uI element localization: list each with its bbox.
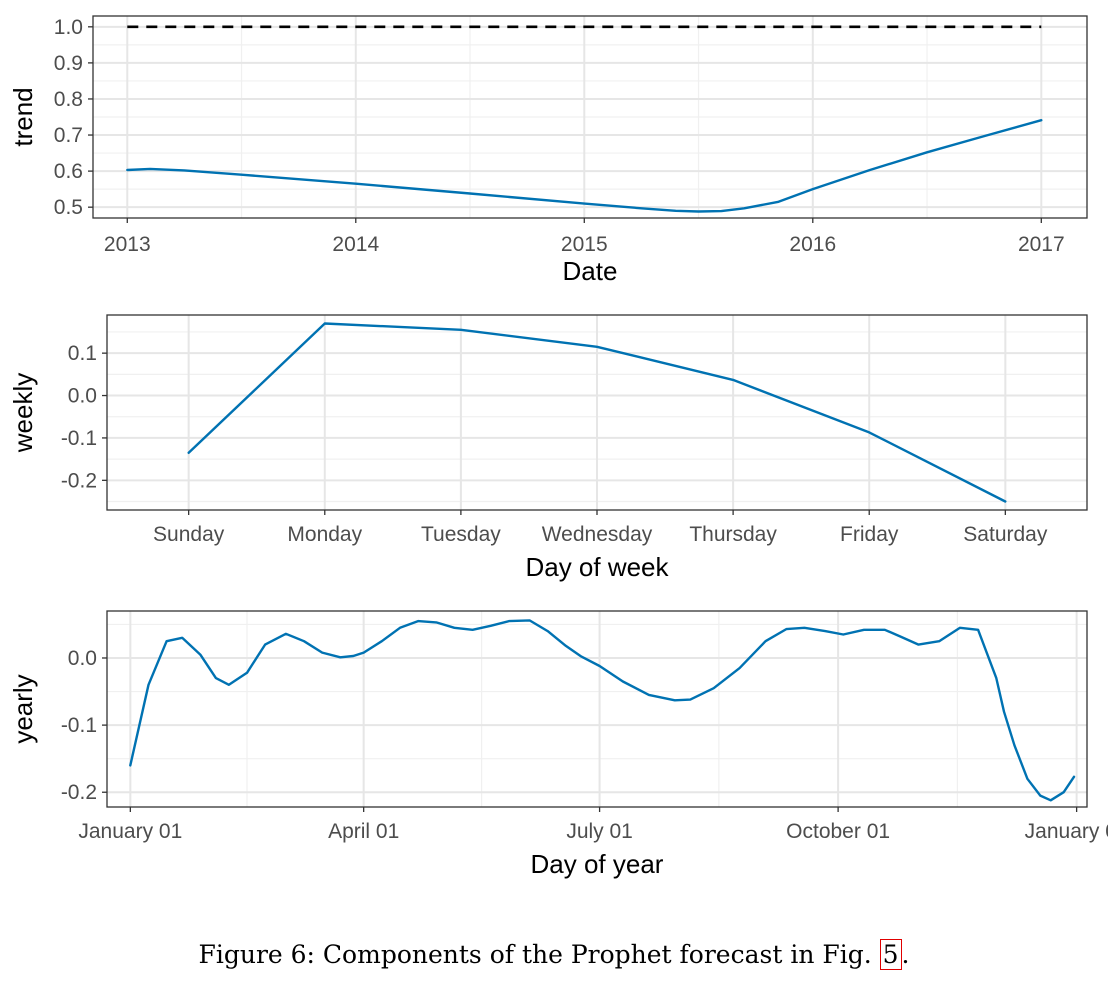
trend-y-tick-label: 0.6: [54, 160, 83, 183]
yearly-y-tick-label: 0.0: [68, 647, 97, 670]
yearly-x-tick-label: April 01: [328, 820, 399, 843]
trend-x-tick-label: 2014: [332, 233, 379, 256]
trend-series-trend: [126, 119, 1043, 213]
weekly-x-tick-label: Wednesday: [542, 523, 653, 546]
weekly-y-tick-label: 0.0: [68, 385, 97, 408]
yearly-y-tick-label: -0.2: [61, 781, 97, 804]
figure-caption: Figure 6: Components of the Prophet fore…: [0, 939, 1108, 970]
trend-panel: 0.5 0.6 0.7 0.8 0.9 1.0 2013 2014 2015 2016 2017 Da…: [8, 15, 1088, 286]
yearly-x-tick-label: October 01: [786, 820, 890, 843]
trend-x-tick-label: 2015: [561, 233, 608, 256]
weekly-y-axis-title: weekly: [8, 373, 38, 453]
yearly-x-tick-label: January 01: [78, 820, 182, 843]
weekly-y-tick-label: -0.1: [61, 427, 97, 450]
trend-x-tick-label: 2017: [1018, 233, 1065, 256]
trend-panel-border: [92, 15, 1088, 219]
weekly-x-tick-label: Monday: [287, 523, 362, 546]
trend-y-tick-label: 0.5: [54, 196, 83, 219]
yearly-y-axis-title: yearly: [8, 674, 38, 743]
weekly-panel: -0.2 -0.1 0.0 0.1 Sunday Monday Tuesday Wednesd…: [8, 314, 1088, 582]
weekly-x-axis-title: Day of week: [525, 552, 669, 582]
yearly-series-yearly: [129, 619, 1076, 802]
weekly-x-tick-label: Thursday: [689, 523, 777, 546]
trend-y-tick-label: 0.9: [54, 52, 83, 75]
trend-x-axis-title: Date: [563, 256, 618, 286]
trend-x-tick-label: 2013: [104, 233, 151, 256]
yearly-panel-border: [106, 610, 1088, 808]
yearly-y-tick-label: -0.1: [61, 714, 97, 737]
caption-text: Figure 6: Components of the Prophet fore…: [198, 940, 880, 969]
yearly-x-axis-title: Day of year: [531, 849, 664, 879]
yearly-x-tick-label: January 01: [1025, 820, 1108, 843]
trend-y-tick-label: 0.8: [54, 88, 83, 111]
trend-y-axis-title: trend: [8, 87, 38, 146]
weekly-y-tick-label: 0.1: [68, 342, 97, 365]
weekly-x-tick-label: Tuesday: [421, 523, 501, 546]
trend-y-tick-label: 1.0: [54, 16, 83, 39]
weekly-y-tick-label: -0.2: [61, 469, 97, 492]
figure-reference-link[interactable]: 5: [879, 939, 902, 970]
weekly-x-tick-label: Sunday: [153, 523, 225, 546]
weekly-x-tick-label: Friday: [840, 523, 899, 546]
caption-end: .: [901, 940, 910, 969]
trend-x-tick-label: 2016: [789, 233, 836, 256]
weekly-x-tick-label: Saturday: [963, 523, 1048, 546]
yearly-panel: -0.2 -0.1 0.0 January 01 April 01 July 01 Octo…: [8, 610, 1108, 879]
trend-y-tick-label: 0.7: [54, 124, 83, 147]
weekly-series-weekly: [187, 322, 1007, 503]
yearly-x-tick-label: July 01: [566, 820, 633, 843]
